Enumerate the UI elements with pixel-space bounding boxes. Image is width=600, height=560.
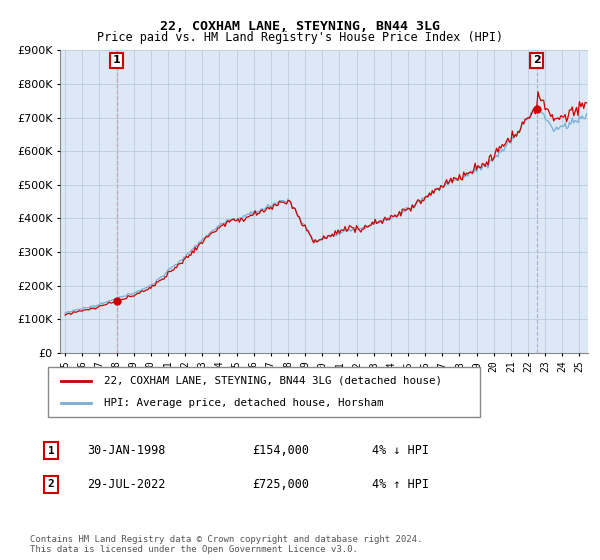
Text: 4% ↑ HPI: 4% ↑ HPI — [372, 478, 429, 491]
Text: 22, COXHAM LANE, STEYNING, BN44 3LG: 22, COXHAM LANE, STEYNING, BN44 3LG — [160, 20, 440, 32]
Text: 30-JAN-1998: 30-JAN-1998 — [87, 444, 166, 458]
Text: 2: 2 — [533, 55, 541, 66]
Text: 4% ↓ HPI: 4% ↓ HPI — [372, 444, 429, 458]
Text: 1: 1 — [113, 55, 121, 66]
Text: 29-JUL-2022: 29-JUL-2022 — [87, 478, 166, 491]
FancyBboxPatch shape — [48, 367, 480, 417]
Text: 2: 2 — [47, 479, 55, 489]
Text: Price paid vs. HM Land Registry's House Price Index (HPI): Price paid vs. HM Land Registry's House … — [97, 31, 503, 44]
Text: 1: 1 — [47, 446, 55, 456]
Text: 22, COXHAM LANE, STEYNING, BN44 3LG (detached house): 22, COXHAM LANE, STEYNING, BN44 3LG (det… — [104, 376, 442, 386]
Text: HPI: Average price, detached house, Horsham: HPI: Average price, detached house, Hors… — [104, 398, 383, 408]
Text: £154,000: £154,000 — [252, 444, 309, 458]
Text: £725,000: £725,000 — [252, 478, 309, 491]
Text: Contains HM Land Registry data © Crown copyright and database right 2024.
This d: Contains HM Land Registry data © Crown c… — [30, 535, 422, 554]
